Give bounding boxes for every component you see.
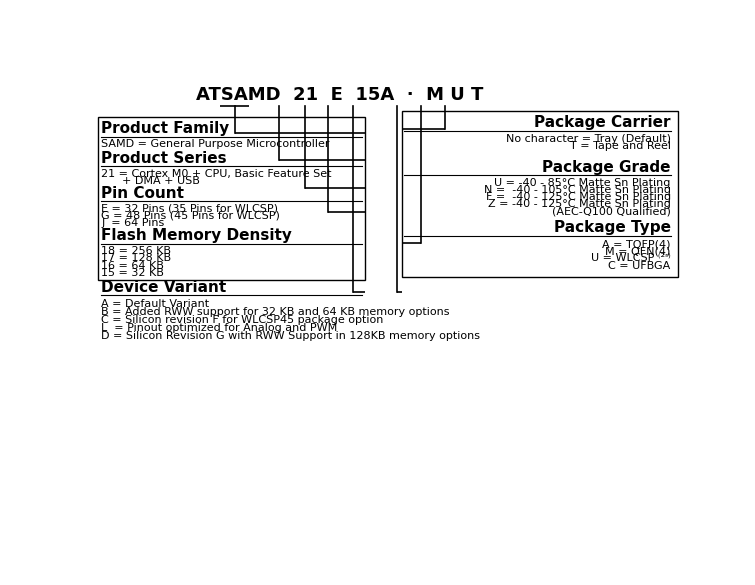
Text: N =  -40 - 105°C Matte Sn Plating: N = -40 - 105°C Matte Sn Plating bbox=[484, 185, 670, 195]
Text: D = Silicon Revision G with RWW Support in 128KB memory options: D = Silicon Revision G with RWW Support … bbox=[101, 331, 480, 341]
Text: A = TQFP(4): A = TQFP(4) bbox=[602, 239, 670, 249]
Text: No character = Tray (Default): No character = Tray (Default) bbox=[506, 133, 670, 144]
Text: Device Variant: Device Variant bbox=[101, 280, 226, 295]
Text: + DMA + USB: + DMA + USB bbox=[101, 176, 200, 186]
Text: E = 32 Pins (35 Pins for WLCSP): E = 32 Pins (35 Pins for WLCSP) bbox=[101, 204, 279, 214]
Text: U = -40 - 85°C Matte Sn Plating: U = -40 - 85°C Matte Sn Plating bbox=[495, 178, 670, 188]
Text: Product Family: Product Family bbox=[101, 121, 230, 136]
Text: Pin Count: Pin Count bbox=[101, 185, 184, 201]
Text: C = Silicon revision F for WLCSP45 package option: C = Silicon revision F for WLCSP45 packa… bbox=[101, 315, 384, 325]
Text: B = Added RWW support for 32 KB and 64 KB memory options: B = Added RWW support for 32 KB and 64 K… bbox=[101, 307, 450, 316]
Text: F =  -40 - 125°C Matte Sn Plating: F = -40 - 125°C Matte Sn Plating bbox=[485, 192, 670, 202]
Text: 21 = Cortex M0 + CPU, Basic Feature Set: 21 = Cortex M0 + CPU, Basic Feature Set bbox=[101, 169, 332, 179]
Text: Flash Memory Density: Flash Memory Density bbox=[101, 229, 292, 243]
Text: Z = -40 - 125°C Matte Sn Plating: Z = -40 - 125°C Matte Sn Plating bbox=[488, 199, 670, 209]
Text: Package Type: Package Type bbox=[553, 221, 670, 235]
Text: Package Grade: Package Grade bbox=[542, 160, 670, 174]
Text: SAMD = General Purpose Microcontroller: SAMD = General Purpose Microcontroller bbox=[101, 139, 330, 149]
Text: T = Tape and Reel: T = Tape and Reel bbox=[570, 141, 670, 151]
Text: 16 = 64 KB: 16 = 64 KB bbox=[101, 261, 165, 271]
Text: 17 = 128 KB: 17 = 128 KB bbox=[101, 253, 171, 263]
Bar bbox=[402, 111, 678, 277]
Text: U = WLCSP ⁽²ʳ⁾: U = WLCSP ⁽²ʳ⁾ bbox=[591, 253, 670, 263]
Text: L  = Pinout optimized for Analog and PWM: L = Pinout optimized for Analog and PWM bbox=[101, 323, 337, 333]
Text: C = UFBGA: C = UFBGA bbox=[609, 261, 670, 271]
Text: J  = 64 Pins: J = 64 Pins bbox=[101, 218, 165, 228]
Text: 18 = 256 KB: 18 = 256 KB bbox=[101, 246, 171, 256]
Text: A = Default Variant: A = Default Variant bbox=[101, 298, 210, 308]
Text: (AEC-Q100 Qualified): (AEC-Q100 Qualified) bbox=[531, 207, 670, 216]
Text: Product Series: Product Series bbox=[101, 150, 227, 166]
Text: G = 48 Pins (45 Pins for WLCSP): G = 48 Pins (45 Pins for WLCSP) bbox=[101, 211, 280, 221]
Bar bbox=[98, 118, 365, 280]
Text: Package Carrier: Package Carrier bbox=[535, 115, 670, 130]
Text: M = QFN(4): M = QFN(4) bbox=[606, 246, 670, 256]
Text: ATSAMD  21  E  15A  ·  M U T: ATSAMD 21 E 15A · M U T bbox=[196, 86, 484, 104]
Text: 15 = 32 KB: 15 = 32 KB bbox=[101, 268, 165, 278]
